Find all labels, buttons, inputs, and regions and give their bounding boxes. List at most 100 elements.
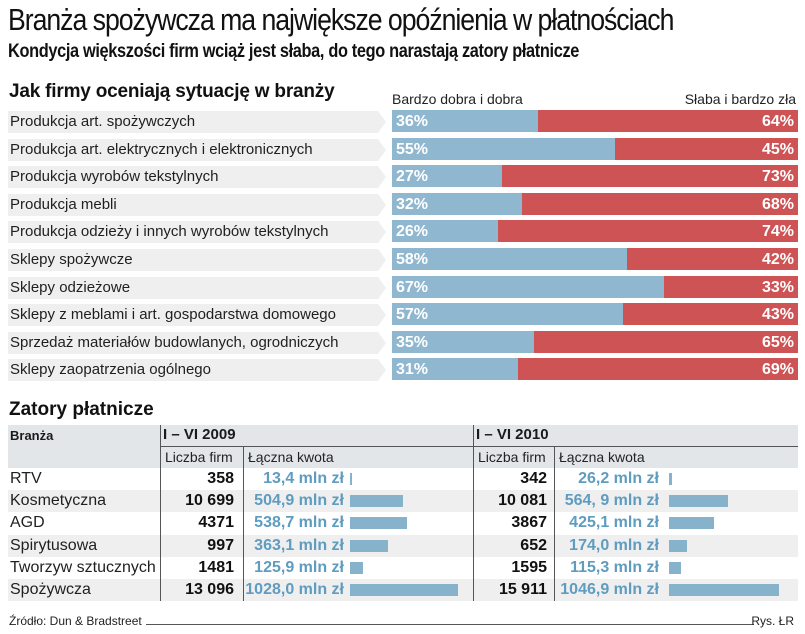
table-row: RTV 358 13,4 mln zł 342 26,2 mln zł bbox=[8, 468, 798, 490]
bar-segment-bad: 73% bbox=[501, 165, 798, 188]
category-label: Sklepy odzieżowe bbox=[10, 278, 131, 296]
row-label-band bbox=[8, 111, 378, 133]
rating-row: Produkcja odzieży i innych wyrobów tekst… bbox=[0, 219, 805, 247]
bar-segment-bad: 74% bbox=[497, 220, 798, 243]
row-label-band bbox=[8, 276, 378, 299]
data-label-bad: 68% bbox=[761, 195, 794, 213]
data-label-good: 55% bbox=[396, 140, 429, 158]
rating-row: Sklepy zaopatrzenia ogólnego 31% 69% bbox=[0, 357, 805, 385]
row-label-band bbox=[8, 248, 378, 271]
row-label-arrow bbox=[378, 111, 386, 133]
chart-subtitle: Kondycja większości firm wciąż jest słab… bbox=[8, 41, 580, 62]
rating-row: Produkcja art. elektrycznych i elektroni… bbox=[0, 137, 805, 165]
firm-count-2009: 13 096 bbox=[185, 581, 234, 598]
amount-2009: 504,9 mln zł bbox=[254, 492, 344, 510]
category-label: Produkcja art. elektrycznych i elektroni… bbox=[10, 140, 313, 158]
header-count-2009: Liczba firm bbox=[165, 449, 233, 465]
bar-segment-bad: 65% bbox=[534, 330, 798, 353]
amount-bar-2009 bbox=[350, 495, 404, 508]
row-label-arrow bbox=[378, 304, 386, 327]
rating-row: Sklepy spożywcze 58% 42% bbox=[0, 247, 805, 275]
stacked-bar: 27% 73% bbox=[392, 165, 798, 188]
table-subheader-row bbox=[8, 446, 798, 468]
data-label-good: 32% bbox=[396, 195, 429, 213]
rating-row: Produkcja art. spożywczych 36% 64% bbox=[0, 109, 805, 137]
category-label: Produkcja mebli bbox=[10, 195, 117, 213]
firm-count-2010: 3867 bbox=[511, 514, 547, 532]
amount-2009: 1028,0 mln zł bbox=[245, 581, 344, 598]
amount-2010: 1046,9 mln zł bbox=[560, 581, 659, 598]
stacked-bar: 36% 64% bbox=[392, 110, 798, 132]
data-label-bad: 33% bbox=[761, 278, 794, 296]
bar-segment-good: 31% bbox=[392, 358, 518, 381]
industry-name: Tworzyw sztucznych bbox=[10, 558, 156, 576]
bar-segment-good: 58% bbox=[392, 247, 628, 270]
industry-name: AGD bbox=[10, 514, 45, 532]
stacked-bar: 57% 43% bbox=[392, 303, 798, 326]
data-label-bad: 43% bbox=[761, 306, 794, 324]
row-label-arrow bbox=[378, 248, 386, 271]
rating-row: Produkcja wyrobów tekstylnych 27% 73% bbox=[0, 164, 805, 192]
header-count-2010: Liczba firm bbox=[478, 449, 546, 465]
stacked-bar: 58% 42% bbox=[392, 247, 798, 270]
header-amount-2009: Łączna kwota bbox=[248, 449, 334, 465]
row-label-band bbox=[8, 193, 378, 216]
bar-segment-bad: 68% bbox=[521, 192, 798, 215]
data-label-good: 57% bbox=[396, 306, 429, 324]
amount-bar-2010 bbox=[669, 473, 672, 485]
data-label-good: 58% bbox=[396, 250, 429, 268]
amount-bar-2009 bbox=[350, 584, 459, 596]
category-label: Produkcja art. spożywczych bbox=[10, 113, 196, 130]
amount-2010: 26,2 mln zł bbox=[578, 470, 659, 487]
source-note: Źródło: Dun & Bradstreet bbox=[9, 614, 142, 628]
data-label-bad: 65% bbox=[761, 333, 794, 351]
category-label: Sprzedaż materiałów budowlanych, ogrodni… bbox=[10, 333, 339, 351]
amount-2009: 363,1 mln zł bbox=[254, 536, 344, 554]
row-label-band bbox=[8, 359, 378, 382]
amount-2010: 564, 9 mln zł bbox=[564, 492, 659, 510]
chart-title: Branża spożywcza ma największe opóźnieni… bbox=[8, 2, 674, 37]
bar-segment-bad: 45% bbox=[615, 137, 798, 160]
rating-section-title: Jak firmy oceniają sytuację w branży bbox=[9, 81, 335, 102]
industry-name: RTV bbox=[10, 470, 42, 487]
row-label-arrow bbox=[378, 331, 386, 354]
table-section-title: Zatory płatnicze bbox=[9, 399, 154, 420]
rating-row: Sklepy odzieżowe 67% 33% bbox=[0, 275, 805, 303]
data-label-bad: 42% bbox=[761, 250, 794, 268]
bar-segment-bad: 43% bbox=[623, 303, 798, 326]
amount-bar-2010 bbox=[669, 561, 682, 574]
data-label-good: 36% bbox=[396, 113, 429, 130]
row-label-band bbox=[8, 304, 378, 327]
industry-name: Spirytusowa bbox=[10, 536, 98, 554]
bar-segment-good: 26% bbox=[392, 220, 498, 243]
bar-segment-bad: 42% bbox=[627, 247, 798, 270]
row-label-arrow bbox=[378, 276, 386, 299]
category-label: Produkcja odzieży i innych wyrobów tekst… bbox=[10, 223, 329, 241]
firm-count-2010: 652 bbox=[520, 536, 547, 554]
bar-segment-good: 36% bbox=[392, 110, 539, 132]
column-divider bbox=[243, 446, 244, 601]
industry-name: Spożywcza bbox=[10, 581, 91, 598]
amount-2010: 115,3 mln zł bbox=[570, 558, 659, 576]
bar-segment-good: 27% bbox=[392, 165, 502, 188]
stacked-bar: 67% 33% bbox=[392, 275, 798, 298]
amount-bar-2009 bbox=[350, 539, 389, 552]
bar-segment-good: 35% bbox=[392, 330, 535, 353]
data-label-good: 26% bbox=[396, 223, 429, 241]
stacked-bar: 31% 69% bbox=[392, 358, 798, 381]
amount-2010: 425,1 mln zł bbox=[569, 514, 659, 532]
header-industry: Branża bbox=[10, 428, 54, 443]
stacked-bar: 32% 68% bbox=[392, 192, 798, 215]
header-amount-2010: Łączna kwota bbox=[559, 449, 645, 465]
bar-segment-good: 67% bbox=[392, 275, 665, 298]
row-label-arrow bbox=[378, 166, 386, 189]
bar-segment-bad: 64% bbox=[538, 110, 798, 132]
row-label-band bbox=[8, 138, 378, 161]
row-label-band bbox=[8, 221, 378, 244]
row-label-arrow bbox=[378, 193, 386, 216]
row-label-band bbox=[8, 166, 378, 189]
amount-bar-2009 bbox=[350, 517, 407, 530]
firm-count-2009: 997 bbox=[207, 536, 234, 554]
amount-bar-2010 bbox=[669, 584, 780, 596]
stacked-bar: 35% 65% bbox=[392, 330, 798, 353]
